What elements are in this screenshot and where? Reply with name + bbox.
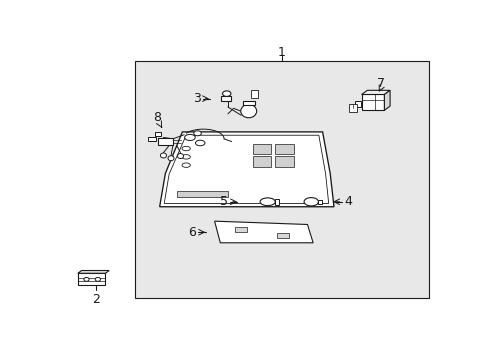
Bar <box>354 102 360 107</box>
Ellipse shape <box>240 104 256 118</box>
Bar <box>158 138 173 145</box>
Bar <box>277 233 288 238</box>
Bar <box>135 61 428 298</box>
Bar <box>275 156 294 167</box>
Ellipse shape <box>195 140 204 146</box>
Bar <box>275 144 294 154</box>
Bar <box>348 104 356 112</box>
Bar <box>242 102 254 105</box>
Text: 6: 6 <box>187 226 195 239</box>
Ellipse shape <box>222 91 230 96</box>
Ellipse shape <box>182 155 190 159</box>
Ellipse shape <box>182 146 190 151</box>
Ellipse shape <box>177 153 183 158</box>
Ellipse shape <box>160 153 166 158</box>
Bar <box>318 200 322 204</box>
Circle shape <box>95 278 101 281</box>
Bar <box>274 199 279 204</box>
Bar <box>148 136 156 141</box>
Bar <box>235 227 246 232</box>
Bar <box>252 144 271 154</box>
Text: 4: 4 <box>344 195 352 208</box>
Polygon shape <box>361 94 384 110</box>
Text: 2: 2 <box>92 293 100 306</box>
Ellipse shape <box>182 163 190 167</box>
Ellipse shape <box>184 134 195 140</box>
Polygon shape <box>159 132 333 207</box>
Polygon shape <box>78 273 105 285</box>
Polygon shape <box>361 90 389 94</box>
Bar <box>176 191 227 197</box>
Bar <box>250 90 257 98</box>
Ellipse shape <box>304 198 318 206</box>
Text: 7: 7 <box>377 77 385 90</box>
Bar <box>220 96 231 102</box>
Bar <box>252 156 271 167</box>
Text: 3: 3 <box>192 92 200 105</box>
Ellipse shape <box>168 156 174 161</box>
Polygon shape <box>384 90 389 110</box>
Text: 8: 8 <box>152 111 160 123</box>
Ellipse shape <box>260 198 275 206</box>
Text: 1: 1 <box>277 46 285 59</box>
Circle shape <box>84 278 89 281</box>
Bar <box>154 132 161 136</box>
Polygon shape <box>78 270 109 273</box>
Text: 5: 5 <box>220 195 227 208</box>
Ellipse shape <box>193 131 201 136</box>
Polygon shape <box>214 221 312 243</box>
